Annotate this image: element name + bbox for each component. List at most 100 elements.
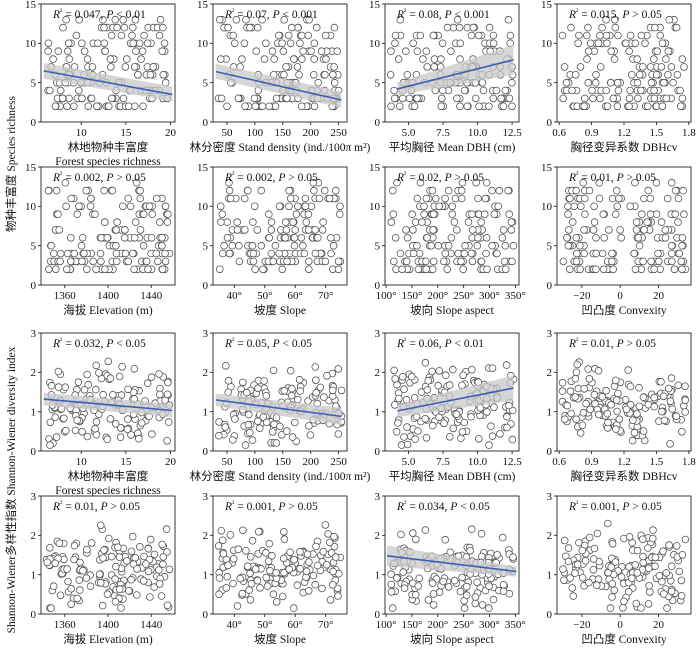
point — [585, 578, 593, 587]
point — [319, 547, 328, 556]
point — [288, 433, 297, 441]
point — [144, 265, 152, 274]
point — [226, 194, 235, 203]
point — [117, 424, 125, 432]
point — [244, 420, 253, 429]
point — [155, 566, 163, 574]
point — [673, 71, 682, 79]
point — [458, 178, 467, 187]
x-tick-label: 250 — [330, 127, 347, 139]
point — [300, 249, 309, 258]
point — [674, 194, 683, 203]
point — [610, 586, 619, 595]
x-tick-label: 300° — [479, 290, 500, 302]
point — [70, 555, 78, 564]
point — [614, 389, 622, 398]
point — [481, 194, 490, 203]
point — [468, 257, 477, 266]
point — [439, 577, 448, 586]
point — [100, 546, 108, 554]
point — [161, 202, 170, 211]
point — [162, 525, 171, 533]
point — [299, 241, 307, 250]
point — [459, 371, 468, 380]
point — [56, 86, 65, 95]
point — [475, 102, 483, 111]
point — [281, 234, 290, 242]
point — [243, 562, 252, 570]
point — [403, 234, 412, 242]
plot-frame — [212, 3, 348, 123]
x-tick-label: 350° — [505, 619, 526, 631]
point — [239, 526, 247, 535]
x-tick-label: 20 — [165, 456, 177, 468]
y-tick-label: 3 — [547, 491, 553, 503]
x-axis-label: 坡向 Slope aspect — [410, 303, 494, 317]
point — [589, 555, 598, 563]
point — [327, 249, 335, 258]
point — [137, 55, 145, 63]
point — [582, 31, 591, 40]
point — [416, 178, 425, 187]
stats-annotation: R² = 0.002, P > 0.05 — [224, 170, 318, 184]
point — [444, 241, 453, 250]
y-tick-label: 0 — [547, 280, 553, 292]
point — [259, 265, 267, 274]
point — [387, 580, 396, 589]
point — [289, 55, 298, 63]
x-axis-label: 胸径变异系数 DBHcv — [570, 140, 677, 154]
point — [474, 234, 482, 242]
point — [667, 587, 676, 596]
point — [625, 94, 634, 103]
point — [563, 234, 571, 242]
point — [677, 576, 686, 585]
y-tick-label: 10 — [541, 38, 553, 50]
point — [570, 202, 578, 211]
point — [285, 186, 293, 195]
point — [653, 47, 662, 55]
point — [633, 546, 642, 555]
point — [129, 39, 138, 48]
point — [413, 94, 421, 103]
point — [429, 601, 438, 609]
point — [441, 371, 450, 380]
point — [45, 86, 54, 95]
point — [261, 548, 270, 557]
point — [579, 408, 588, 417]
point — [504, 186, 512, 195]
y-tick-label: 3 — [547, 328, 553, 340]
point — [51, 102, 60, 111]
point — [494, 202, 503, 211]
point — [265, 539, 274, 548]
point — [323, 371, 331, 380]
y-tick-label: 15 — [197, 162, 209, 174]
point — [678, 94, 687, 103]
point — [390, 86, 398, 95]
point — [334, 592, 342, 600]
point — [254, 384, 262, 393]
point — [564, 544, 573, 552]
point — [240, 194, 249, 203]
point — [464, 218, 473, 226]
point — [297, 31, 306, 40]
point — [96, 521, 105, 530]
point — [152, 194, 161, 203]
point — [626, 86, 634, 95]
point — [564, 241, 573, 250]
point — [403, 423, 411, 431]
point — [418, 218, 426, 226]
point — [650, 86, 658, 95]
y-tick-label: 0 — [547, 609, 553, 621]
point — [564, 210, 572, 219]
point — [103, 435, 112, 444]
point — [317, 47, 326, 55]
point — [584, 78, 593, 87]
point — [629, 416, 637, 425]
y-tick-label: 5 — [31, 77, 37, 89]
point — [276, 422, 284, 431]
x-tick-label: −20 — [573, 619, 591, 631]
point — [592, 234, 600, 242]
point — [117, 604, 125, 612]
